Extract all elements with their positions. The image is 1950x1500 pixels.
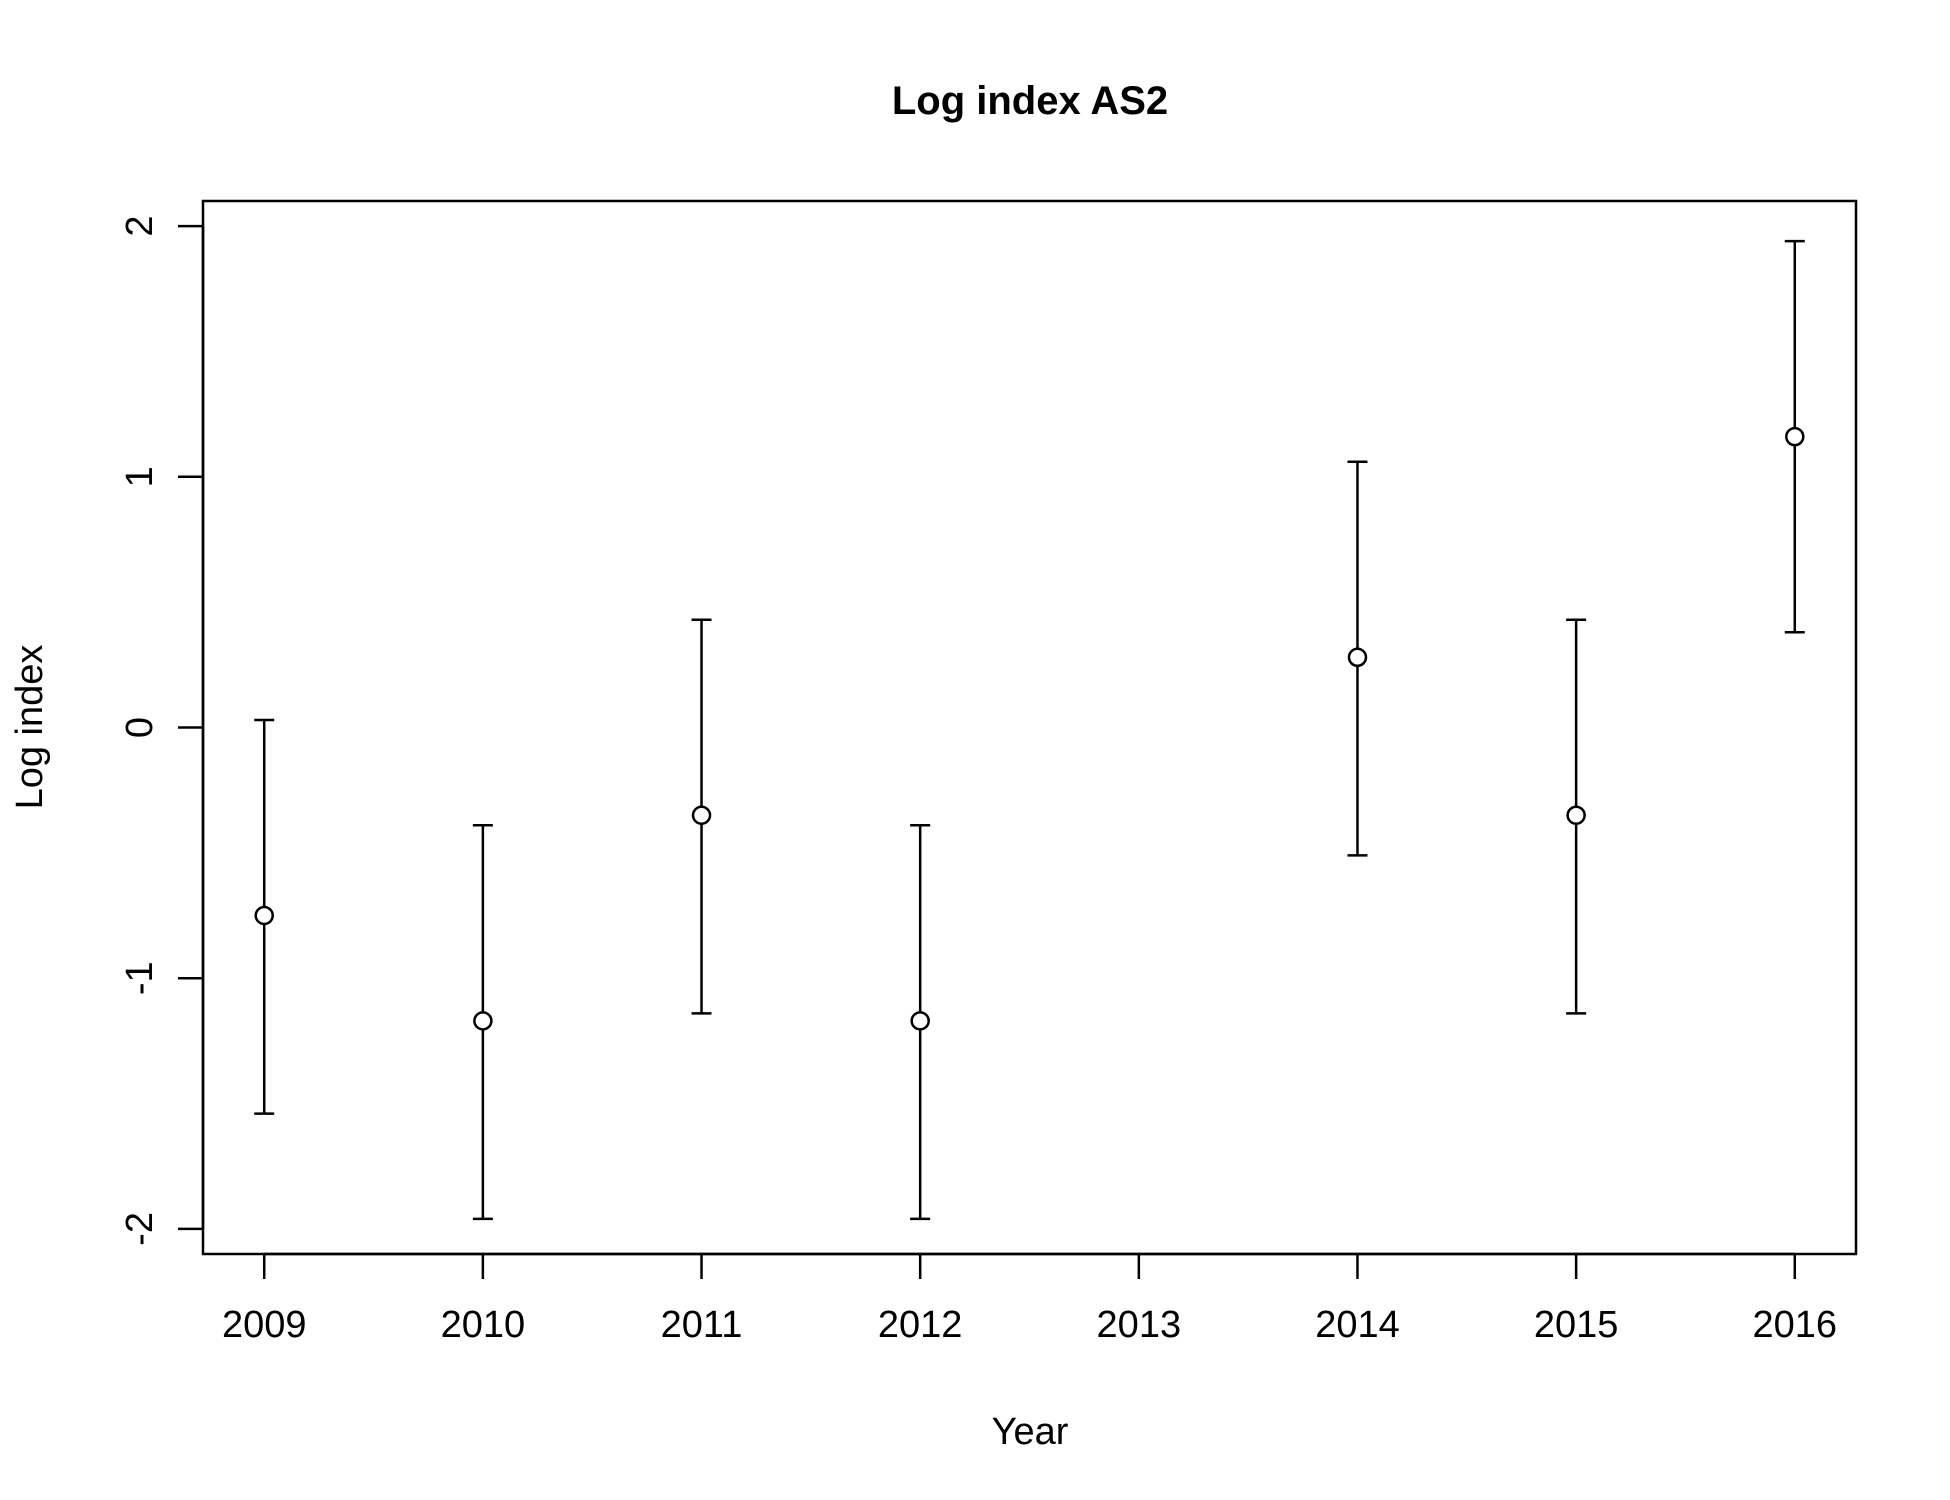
data-point-2011 bbox=[691, 805, 712, 825]
y-tick-label-2: 2 bbox=[119, 216, 161, 237]
y-axis: -2 -1 0 1 2 bbox=[119, 216, 205, 1246]
data-point-2009 bbox=[254, 905, 274, 926]
y-tick-label-0: 0 bbox=[119, 717, 161, 738]
x-axis: 2009 2010 2011 2012 2013 2014 2015 2016 bbox=[222, 1252, 1838, 1346]
x-tick-label-2015: 2015 bbox=[1534, 1304, 1619, 1346]
data-point-2012 bbox=[910, 1011, 930, 1031]
x-tick-label-2010: 2010 bbox=[441, 1304, 526, 1346]
data-point-2010 bbox=[473, 1011, 493, 1031]
data-point-2016 bbox=[1785, 426, 1805, 447]
data-point-2015 bbox=[1566, 805, 1586, 825]
x-tick-label-2013: 2013 bbox=[1097, 1304, 1182, 1346]
y-axis-label: Log index bbox=[9, 645, 51, 810]
x-tick-label-2009: 2009 bbox=[222, 1304, 307, 1346]
x-tick-label-2011: 2011 bbox=[661, 1304, 743, 1346]
x-tick-label-2016: 2016 bbox=[1753, 1304, 1838, 1346]
y-tick-label--1: -1 bbox=[119, 961, 161, 995]
data-series bbox=[254, 239, 1805, 1221]
data-point-2014 bbox=[1347, 647, 1368, 668]
x-axis-label: Year bbox=[992, 1411, 1069, 1453]
y-tick-label-1: 1 bbox=[119, 466, 161, 487]
plot-frame bbox=[201, 199, 1858, 1256]
chart-title: Log index AS2 bbox=[892, 79, 1168, 123]
x-tick-label-2012: 2012 bbox=[878, 1304, 963, 1346]
x-tick-label-2014: 2014 bbox=[1315, 1304, 1400, 1346]
y-tick-label--2: -2 bbox=[119, 1212, 161, 1246]
